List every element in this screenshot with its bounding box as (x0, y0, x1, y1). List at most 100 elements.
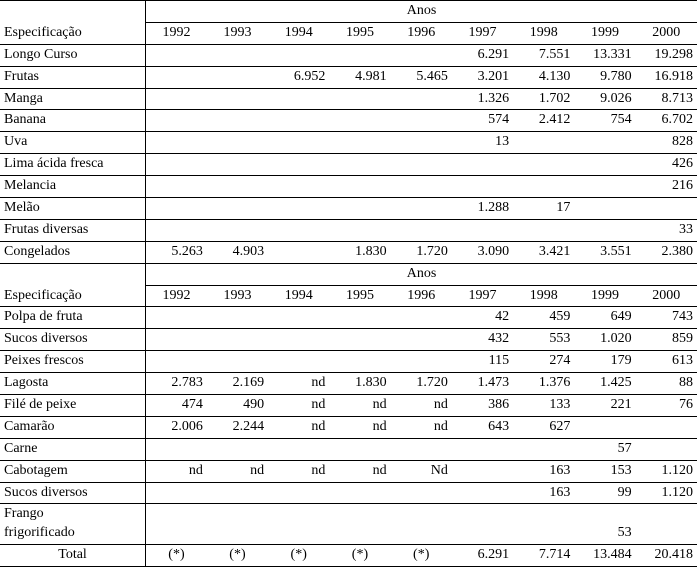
header-year: 1999 (574, 22, 635, 44)
data-cell (146, 44, 207, 66)
data-cell: 3.090 (452, 241, 513, 263)
data-cell (329, 198, 390, 220)
data-cell (207, 438, 268, 460)
data-cell: nd (391, 416, 452, 438)
table-row: Banana5742.4127546.702 (0, 110, 697, 132)
data-cell (391, 329, 452, 351)
table-row: Lagosta2.7832.169nd1.8301.7201.4731.3761… (0, 373, 697, 395)
data-cell (452, 219, 513, 241)
row-label: Lima ácida fresca (0, 154, 146, 176)
data-cell (391, 504, 452, 545)
row-label: Frutas diversas (0, 219, 146, 241)
data-cell: 1.376 (513, 373, 574, 395)
table-row: CabotagemndndndndNd1631531.120 (0, 460, 697, 482)
row-label: Carne (0, 438, 146, 460)
header-year: 1993 (207, 22, 268, 44)
data-cell (268, 241, 329, 263)
data-cell: 76 (636, 395, 697, 417)
data-cell: nd (329, 460, 390, 482)
data-cell: 1.702 (513, 88, 574, 110)
data-cell: 1.326 (452, 88, 513, 110)
data-cell (329, 307, 390, 329)
data-cell: nd (391, 395, 452, 417)
data-cell (146, 219, 207, 241)
data-cell (329, 438, 390, 460)
row-label: Peixes frescos (0, 351, 146, 373)
data-cell (207, 307, 268, 329)
data-cell (146, 438, 207, 460)
header-year: 1995 (329, 285, 390, 307)
data-cell: 274 (513, 351, 574, 373)
data-cell (207, 482, 268, 504)
data-cell: 221 (574, 395, 635, 417)
data-cell (513, 219, 574, 241)
data-cell (329, 482, 390, 504)
header-year: 1994 (268, 285, 329, 307)
data-cell: Nd (391, 460, 452, 482)
data-cell (268, 307, 329, 329)
header-year: 1998 (513, 285, 574, 307)
data-cell: 828 (636, 132, 697, 154)
data-cell (207, 88, 268, 110)
data-cell: 1.120 (636, 460, 697, 482)
data-cell (452, 438, 513, 460)
table-row: Longo Curso6.2917.55113.33119.298 (0, 44, 697, 66)
data-cell: 1.830 (329, 241, 390, 263)
total-cell: (*) (146, 545, 207, 567)
data-cell (146, 351, 207, 373)
data-cell: 6.702 (636, 110, 697, 132)
data-cell (452, 154, 513, 176)
data-cell (391, 198, 452, 220)
data-cell (207, 44, 268, 66)
header-especificacao: Especificação (0, 1, 146, 45)
data-cell: 13 (452, 132, 513, 154)
data-cell (329, 110, 390, 132)
data-cell: 42 (452, 307, 513, 329)
data-cell: 426 (636, 154, 697, 176)
data-cell (268, 132, 329, 154)
data-cell (329, 132, 390, 154)
total-cell: (*) (391, 545, 452, 567)
data-cell (391, 219, 452, 241)
total-cell: 20.418 (636, 545, 697, 567)
data-cell (268, 329, 329, 351)
total-cell: 7.714 (513, 545, 574, 567)
data-cell (268, 44, 329, 66)
header-anos: Anos (146, 1, 697, 23)
table-row: Filé de peixe474490ndndnd38613322176 (0, 395, 697, 417)
data-cell (391, 438, 452, 460)
data-cell (207, 504, 268, 545)
data-cell (636, 438, 697, 460)
header-year: 1996 (391, 22, 452, 44)
data-cell: 3.551 (574, 241, 635, 263)
total-label: Total (0, 545, 146, 567)
data-cell: 19.298 (636, 44, 697, 66)
data-cell (391, 176, 452, 198)
data-cell: 490 (207, 395, 268, 417)
data-cell: 553 (513, 329, 574, 351)
data-cell (391, 44, 452, 66)
row-label: Sucos diversos (0, 482, 146, 504)
data-cell (207, 329, 268, 351)
row-label: Banana (0, 110, 146, 132)
header-year: 1992 (146, 22, 207, 44)
data-cell (146, 307, 207, 329)
data-cell (329, 504, 390, 545)
row-label: Frangofrigorificado (0, 504, 146, 545)
header-year: 1997 (452, 22, 513, 44)
data-cell (574, 198, 635, 220)
data-cell (391, 88, 452, 110)
total-cell: 13.484 (574, 545, 635, 567)
data-cell (636, 416, 697, 438)
data-cell: 216 (636, 176, 697, 198)
data-cell: 6.952 (268, 66, 329, 88)
data-cell (146, 110, 207, 132)
data-cell: 17 (513, 198, 574, 220)
table-row: Lima ácida fresca 426 (0, 154, 697, 176)
data-cell: 574 (452, 110, 513, 132)
data-cell (207, 176, 268, 198)
data-cell (146, 504, 207, 545)
data-cell (513, 504, 574, 545)
data-cell (329, 88, 390, 110)
data-cell: 99 (574, 482, 635, 504)
